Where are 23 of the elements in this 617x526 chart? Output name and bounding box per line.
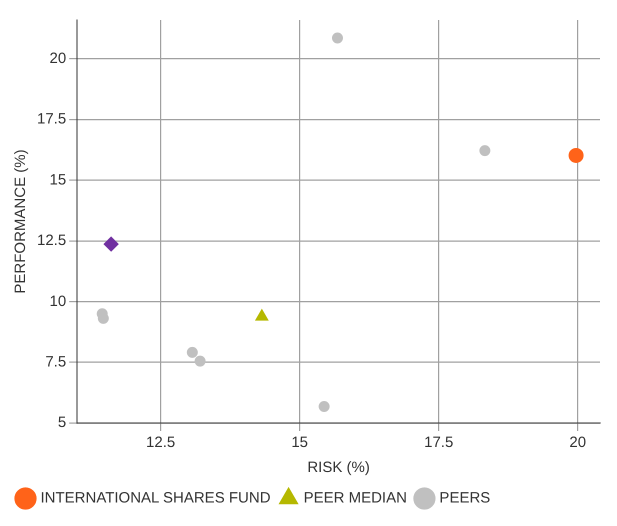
y-tick-label: 5 bbox=[58, 414, 66, 432]
point bbox=[194, 356, 206, 367]
x-tick-label: 20 bbox=[569, 434, 586, 452]
point bbox=[104, 236, 119, 252]
y-tick-label: 20 bbox=[50, 50, 66, 67]
point bbox=[318, 400, 330, 412]
x-tick-label: 15 bbox=[291, 434, 308, 452]
point bbox=[332, 32, 343, 44]
y-tick-label: 17.5 bbox=[36, 110, 66, 128]
y-axis-title: PERFORMANCE (%) bbox=[12, 149, 30, 294]
y-tick-label: 12.5 bbox=[36, 232, 66, 250]
y-tick-label: 15 bbox=[50, 171, 66, 188]
legend-label: INTERNATIONAL SHARES FUND bbox=[40, 490, 271, 507]
y-tick-label: 10 bbox=[50, 292, 66, 310]
point bbox=[186, 346, 198, 358]
x-tick-label: 17.5 bbox=[424, 434, 454, 452]
legend-label: PEERS bbox=[439, 490, 490, 507]
y-tick-label: 7.5 bbox=[45, 353, 66, 370]
x-tick-label: 12.5 bbox=[146, 434, 176, 452]
point bbox=[568, 148, 584, 163]
point bbox=[479, 145, 490, 156]
x-axis-title: RISK (%) bbox=[307, 459, 370, 476]
legend-label: PEER MEDIAN bbox=[304, 490, 407, 507]
